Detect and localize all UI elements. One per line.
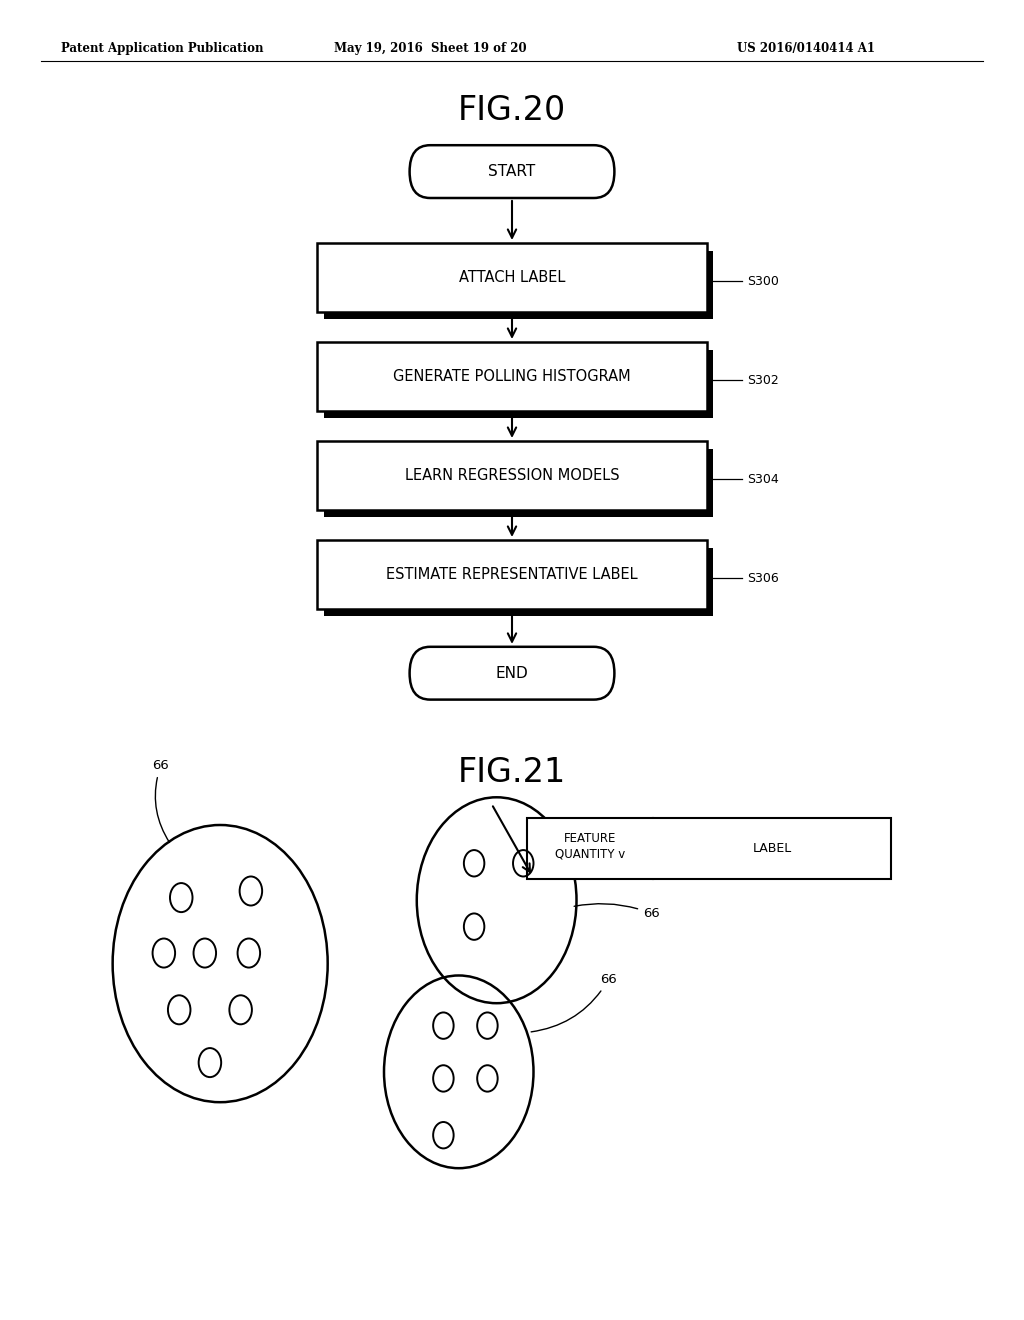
Bar	[324, 449, 713, 517]
Text: ATTACH LABEL: ATTACH LABEL	[459, 269, 565, 285]
Text: FIG.20: FIG.20	[458, 94, 566, 127]
Text: US 2016/0140414 A1: US 2016/0140414 A1	[737, 42, 876, 55]
Text: S300: S300	[748, 275, 779, 288]
Bar	[317, 342, 707, 411]
Text: S304: S304	[748, 473, 779, 486]
Bar	[527, 818, 891, 879]
Bar	[324, 350, 713, 418]
Bar	[324, 251, 713, 319]
Text: Patent Application Publication: Patent Application Publication	[61, 42, 264, 55]
Text: May 19, 2016  Sheet 19 of 20: May 19, 2016 Sheet 19 of 20	[334, 42, 526, 55]
Text: LEARN REGRESSION MODELS: LEARN REGRESSION MODELS	[404, 467, 620, 483]
Text: START: START	[488, 164, 536, 180]
Text: FEATURE
QUANTITY v: FEATURE QUANTITY v	[555, 832, 626, 861]
Text: 66: 66	[574, 904, 659, 920]
Text: 66: 66	[531, 973, 616, 1032]
Bar	[324, 548, 713, 616]
Bar	[317, 441, 707, 510]
Text: LABEL: LABEL	[753, 842, 792, 855]
Text: S306: S306	[748, 572, 779, 585]
Bar	[317, 540, 707, 609]
Text: 66: 66	[153, 759, 170, 842]
FancyBboxPatch shape	[410, 145, 614, 198]
Text: S302: S302	[748, 374, 779, 387]
Text: ESTIMATE REPRESENTATIVE LABEL: ESTIMATE REPRESENTATIVE LABEL	[386, 566, 638, 582]
FancyBboxPatch shape	[410, 647, 614, 700]
Text: GENERATE POLLING HISTOGRAM: GENERATE POLLING HISTOGRAM	[393, 368, 631, 384]
Bar	[317, 243, 707, 312]
Text: FIG.21: FIG.21	[458, 755, 566, 789]
Text: END: END	[496, 665, 528, 681]
